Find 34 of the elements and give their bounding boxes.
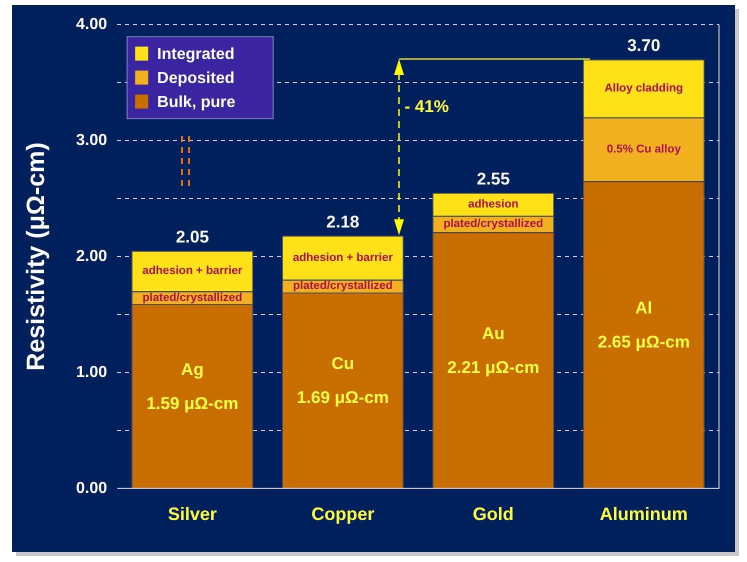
annotation: plated/crystallized [292, 280, 393, 292]
annotation: adhesion [468, 198, 519, 210]
annotation: adhesion + barrier [292, 252, 394, 264]
y-axis-title: Resistivity (μΩ-cm) [22, 142, 50, 371]
y-tick-label: 4.00 [76, 16, 108, 34]
annotation: 0.5% Cu alloy [606, 143, 682, 156]
annotation: plated/crystallized [142, 292, 242, 304]
annotation: 2.21 μΩ-cm [447, 358, 540, 377]
legend-label: Integrated [157, 46, 234, 64]
y-tick-label: 2.00 [76, 248, 108, 265]
legend-label: Bulk, pure [157, 94, 236, 112]
annotation: Ag [181, 360, 204, 379]
annotation: 1.69 μΩ-cm [296, 388, 389, 408]
y-tick-label: 0.00 [76, 480, 108, 497]
annotation: 1.59 μΩ-cm [146, 394, 238, 413]
x-tick-label: Silver [168, 504, 217, 524]
total-label: 2.05 [176, 227, 209, 246]
annotation: Al [635, 298, 652, 318]
total-label: 3.70 [627, 36, 660, 56]
y-tick-label: 1.00 [76, 364, 108, 381]
annotation: adhesion + barrier [142, 265, 243, 278]
x-tick-label: Copper [311, 504, 374, 524]
annotation: - 41% [404, 97, 449, 116]
legend-label: Deposited [157, 70, 234, 88]
x-tick-label: Aluminum [600, 504, 688, 524]
total-label: 2.55 [476, 169, 510, 188]
annotation: plated/crystallized [443, 218, 544, 230]
annotation: Cu [332, 354, 354, 374]
annotation: 2.65 μΩ-cm [598, 332, 690, 352]
annotation: Au [482, 324, 505, 343]
y-tick-label: 3.00 [76, 132, 108, 149]
x-tick-label: Gold [472, 504, 514, 524]
annotation: Alloy cladding [604, 82, 684, 95]
total-label: 2.18 [326, 212, 360, 232]
